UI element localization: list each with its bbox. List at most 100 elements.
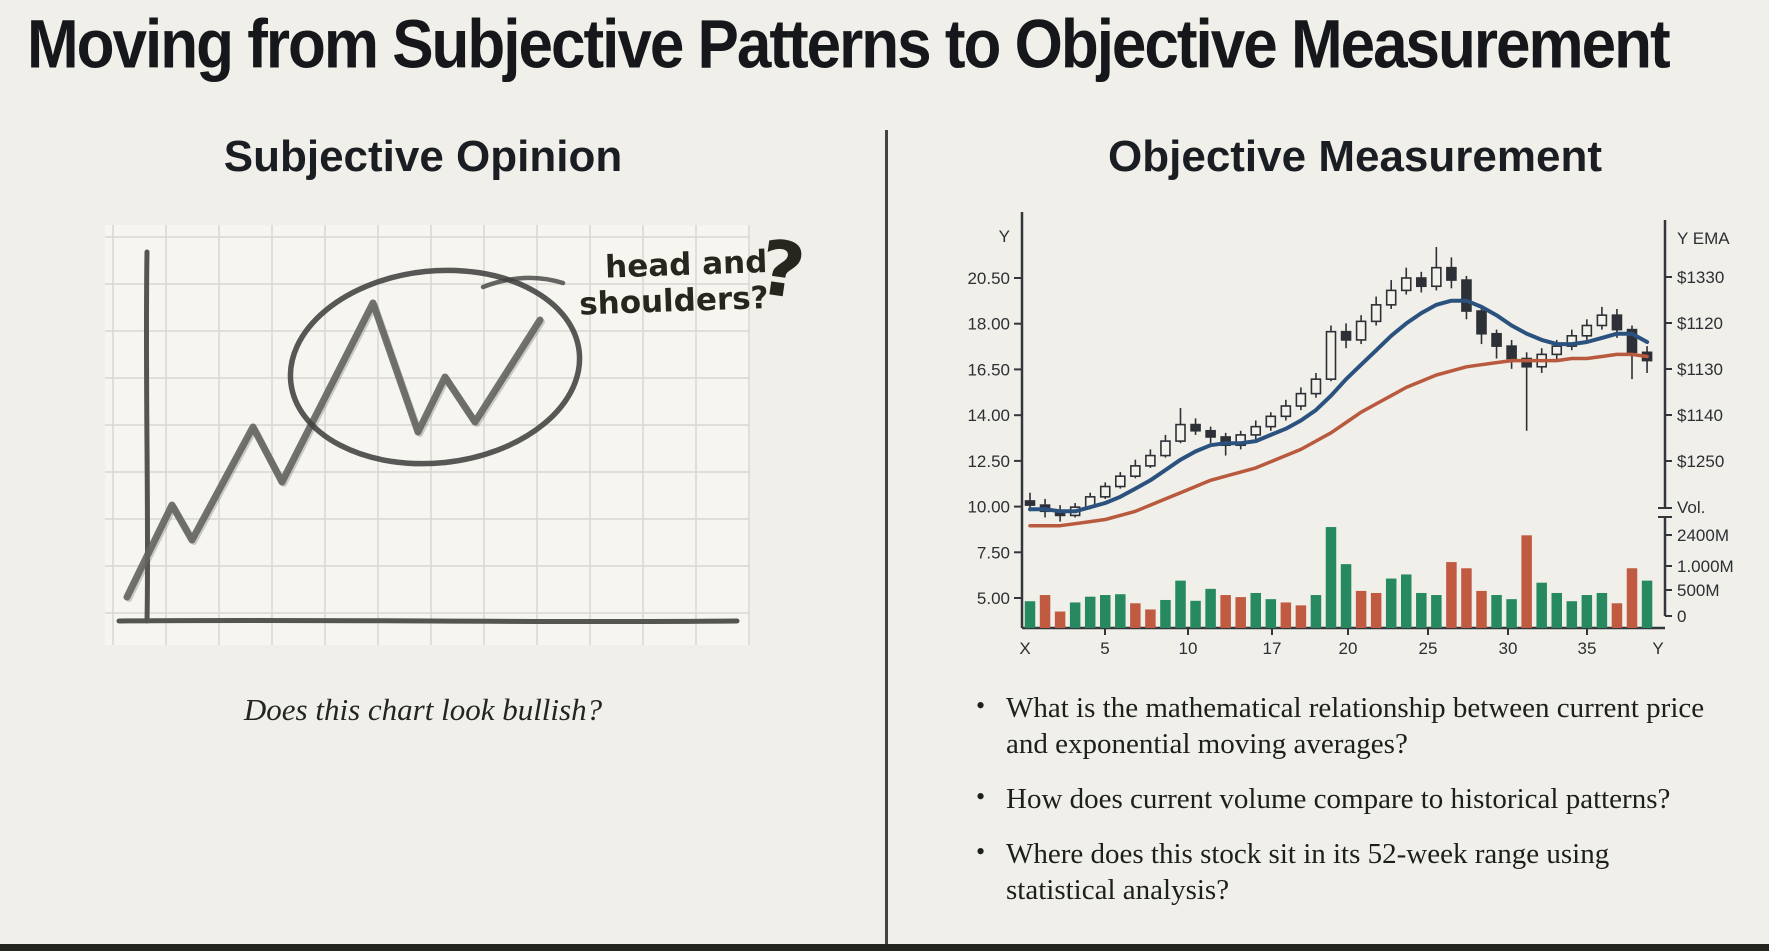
volume-bar <box>1596 592 1608 628</box>
volume-bar <box>1145 609 1156 628</box>
sketch-axes <box>116 249 740 625</box>
volume-bar <box>1160 599 1171 628</box>
volume-bar <box>1446 562 1457 628</box>
volume-bar <box>1115 594 1126 628</box>
candle-body <box>1596 314 1608 327</box>
volume-bar <box>1310 595 1322 628</box>
candle-body <box>1370 304 1382 323</box>
volume-bar <box>1385 578 1397 628</box>
candle-body <box>1566 335 1578 347</box>
hand-drawn-chart <box>105 225 750 645</box>
x-tick-label: 35 <box>1578 639 1597 658</box>
volume-bar <box>1641 580 1653 628</box>
head-and-shoulders-annotation: head and shoulders? <box>537 244 770 324</box>
volume-bar <box>1626 568 1638 628</box>
x-tick-label: Y <box>1652 639 1663 658</box>
volume-bars-group <box>1024 527 1653 628</box>
bullet-text: How does current volume compare to histo… <box>1006 783 1671 815</box>
volume-bar <box>1416 592 1427 628</box>
bullet-text: Where does this stock sit in its 52-week… <box>1006 838 1610 906</box>
volume-bar <box>1100 595 1111 628</box>
candle-body <box>1611 314 1623 331</box>
x-tick-label: X <box>1019 639 1030 658</box>
price-tick-label: 20.50 <box>967 269 1010 288</box>
zigzag-price-line <box>123 299 544 601</box>
candle-body <box>1220 436 1231 447</box>
candle-body <box>1175 423 1186 442</box>
candle-body <box>1626 328 1638 354</box>
volume-bar <box>1476 590 1487 628</box>
ema-tick-label: $1250 <box>1677 452 1724 471</box>
bullet-icon: • <box>976 782 986 811</box>
volume-bar <box>1461 568 1472 628</box>
list-item: • Where does this stock sit in its 52-wee… <box>968 836 1706 908</box>
ema-tick-label: $1330 <box>1677 268 1724 287</box>
page-title: Moving from Subjective Patterns to Objec… <box>27 7 1671 84</box>
volume-bar <box>1521 535 1532 628</box>
list-item: • How does current volume compare to hist… <box>968 781 1706 817</box>
volume-axis-title: Vol. <box>1677 498 1705 517</box>
left-panel-heading: Subjective Opinion <box>223 132 623 181</box>
volume-tick-label: 0 <box>1677 607 1686 626</box>
panel-divider <box>885 130 888 947</box>
volume-bar <box>1506 599 1517 628</box>
objective-chart: 20.50 18.00 16.50 14.00 12.50 10.00 7.50 5.00 Y X… <box>960 195 1769 665</box>
candles-group <box>1024 247 1653 522</box>
candle-body <box>1235 434 1247 447</box>
volume-bar <box>1280 602 1292 628</box>
price-tick-label: 5.00 <box>977 589 1010 608</box>
candle-body <box>1205 429 1216 438</box>
candle-body <box>1130 465 1141 477</box>
volume-bar <box>1611 603 1623 628</box>
candle-body <box>1491 332 1502 347</box>
volume-bar <box>1581 595 1593 628</box>
candle-body <box>1250 425 1262 436</box>
candle-body <box>1400 277 1412 292</box>
volume-bar <box>1175 580 1186 628</box>
volume-bar <box>1024 601 1036 628</box>
right-axis-labels: Y EMA $1330 $1120 $1130 $1140 $1250 Vol. 2400M 1… <box>1658 229 1734 626</box>
volume-bar <box>1205 588 1216 628</box>
candle-body <box>1190 423 1201 432</box>
candle-body <box>1521 357 1532 368</box>
ema-tick-label: $1140 <box>1677 406 1723 425</box>
ema-fast-line <box>1028 298 1650 514</box>
volume-bar <box>1265 599 1277 628</box>
question-list: • What is the mathematical relationship b… <box>968 690 1708 927</box>
circle-overlap-stroke <box>480 275 566 290</box>
candle-body <box>1581 324 1593 337</box>
candle-body <box>1145 454 1156 467</box>
volume-bar <box>1295 605 1307 628</box>
volume-bar <box>1370 592 1382 628</box>
x-axis-labels: X 5 10 17 20 25 30 35 Y <box>1019 628 1664 658</box>
bullet-text: What is the mathematical relationship be… <box>1006 692 1705 760</box>
ema-tick-label: $1120 <box>1677 314 1723 333</box>
candle-body <box>1280 405 1292 418</box>
question-mark: ? <box>754 222 811 317</box>
bullet-icon: • <box>976 837 986 866</box>
volume-bar <box>1536 582 1547 628</box>
volume-bar <box>1355 590 1367 628</box>
candle-body <box>1295 392 1307 407</box>
candle-body <box>1115 475 1126 488</box>
candle-body <box>1551 345 1563 356</box>
candle-body <box>1446 266 1457 281</box>
ema-slow-line <box>1028 352 1649 528</box>
price-tick-label: 10.00 <box>967 498 1010 517</box>
price-tick-label: 16.50 <box>967 360 1010 379</box>
volume-bar <box>1401 574 1412 628</box>
candle-body <box>1024 500 1036 506</box>
candle-body <box>1325 330 1337 380</box>
list-item: • What is the mathematical relationship b… <box>968 690 1706 762</box>
x-tick-label: 20 <box>1339 639 1358 658</box>
candlestick-chart-svg: 20.5018.0016.5014.0012.5010.007.505.00YX… <box>967 212 1734 658</box>
volume-bar <box>1235 597 1246 628</box>
candle-body <box>1310 378 1322 395</box>
volume-tick-label: 500M <box>1677 581 1720 600</box>
right-panel-heading: Objective Measurement <box>1108 132 1602 181</box>
volume-bar <box>1551 592 1562 628</box>
candle-body <box>1506 345 1517 360</box>
candle-body <box>1340 330 1352 341</box>
bottom-edge-strip <box>0 944 1769 951</box>
x-tick-label: 17 <box>1263 639 1282 658</box>
